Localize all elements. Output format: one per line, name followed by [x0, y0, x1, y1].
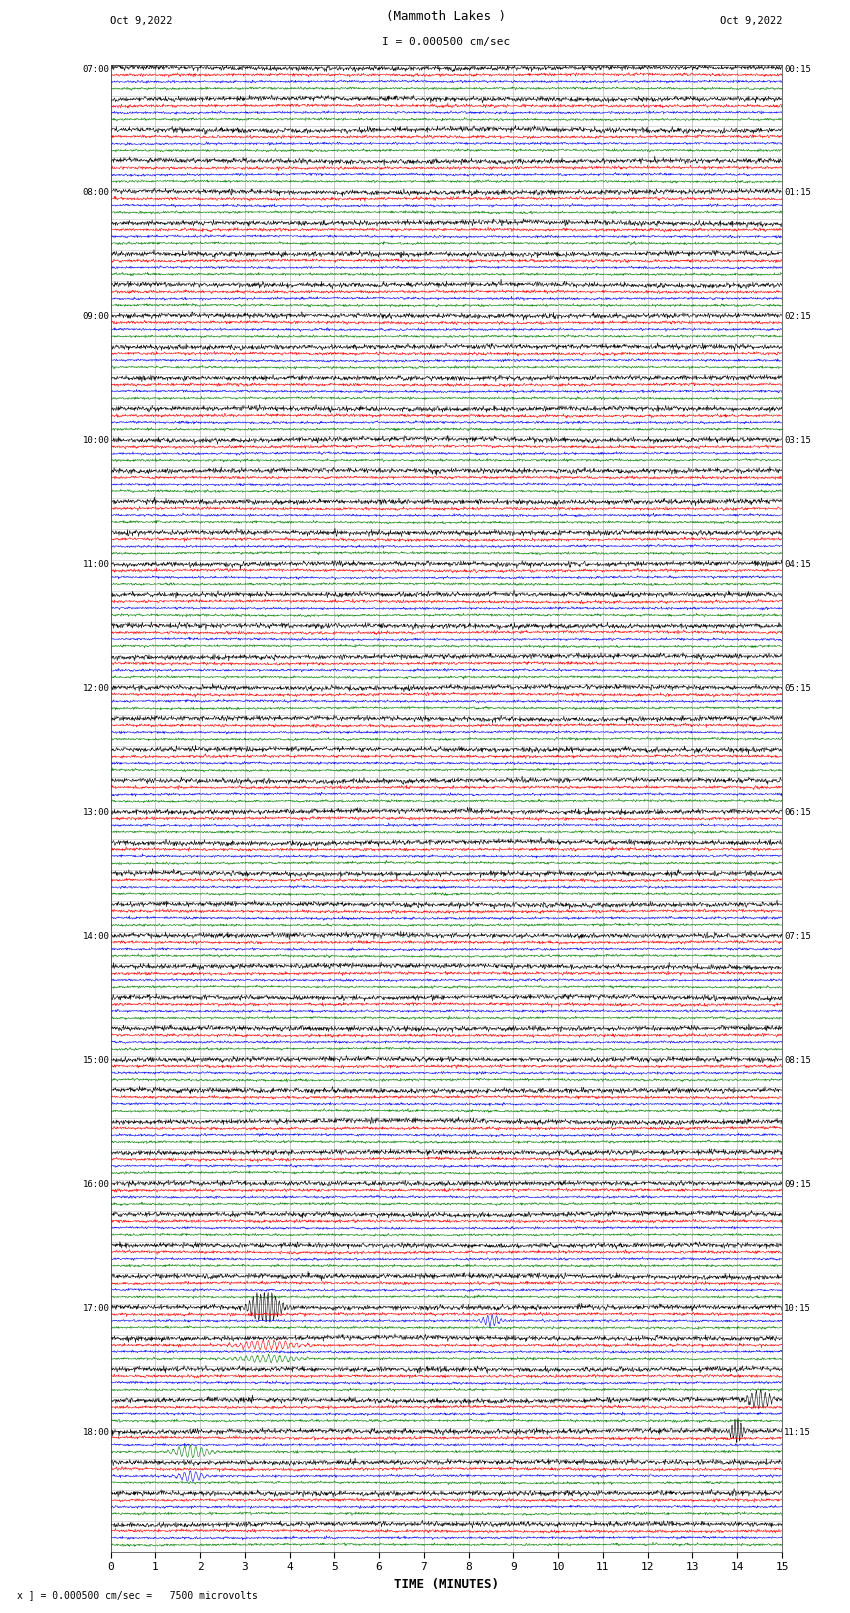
- Text: 09:15: 09:15: [785, 1181, 811, 1189]
- Text: 18:00: 18:00: [82, 1428, 110, 1437]
- Text: 02:15: 02:15: [785, 313, 811, 321]
- Text: 10:15: 10:15: [785, 1303, 811, 1313]
- Text: 07:00: 07:00: [82, 65, 110, 74]
- Text: 01:15: 01:15: [785, 189, 811, 197]
- Text: 13:00: 13:00: [82, 808, 110, 818]
- Text: 11:00: 11:00: [82, 560, 110, 569]
- Text: 10:00: 10:00: [82, 436, 110, 445]
- Text: 05:15: 05:15: [785, 684, 811, 694]
- Text: Oct 9,2022: Oct 9,2022: [110, 16, 173, 26]
- Text: I = 0.000500 cm/sec: I = 0.000500 cm/sec: [382, 37, 510, 47]
- Text: 08:00: 08:00: [82, 189, 110, 197]
- Text: 07:15: 07:15: [785, 932, 811, 940]
- Text: 03:15: 03:15: [785, 436, 811, 445]
- X-axis label: TIME (MINUTES): TIME (MINUTES): [394, 1578, 499, 1590]
- Text: MMLB HHZ NC: MMLB HHZ NC: [405, 0, 488, 2]
- Text: PDT: PDT: [762, 0, 782, 2]
- Text: 06:15: 06:15: [785, 808, 811, 818]
- Text: Oct 9,2022: Oct 9,2022: [719, 16, 782, 26]
- Text: 14:00: 14:00: [82, 932, 110, 940]
- Text: 04:15: 04:15: [785, 560, 811, 569]
- Text: 09:00: 09:00: [82, 313, 110, 321]
- Text: x ] = 0.000500 cm/sec =   7500 microvolts: x ] = 0.000500 cm/sec = 7500 microvolts: [17, 1590, 258, 1600]
- Text: 17:00: 17:00: [82, 1303, 110, 1313]
- Text: 08:15: 08:15: [785, 1057, 811, 1065]
- Text: 00:15: 00:15: [785, 65, 811, 74]
- Text: (Mammoth Lakes ): (Mammoth Lakes ): [386, 10, 507, 23]
- Text: 15:00: 15:00: [82, 1057, 110, 1065]
- Text: 12:00: 12:00: [82, 684, 110, 694]
- Text: UTC: UTC: [110, 0, 131, 2]
- Text: 16:00: 16:00: [82, 1181, 110, 1189]
- Text: 11:15: 11:15: [785, 1428, 811, 1437]
